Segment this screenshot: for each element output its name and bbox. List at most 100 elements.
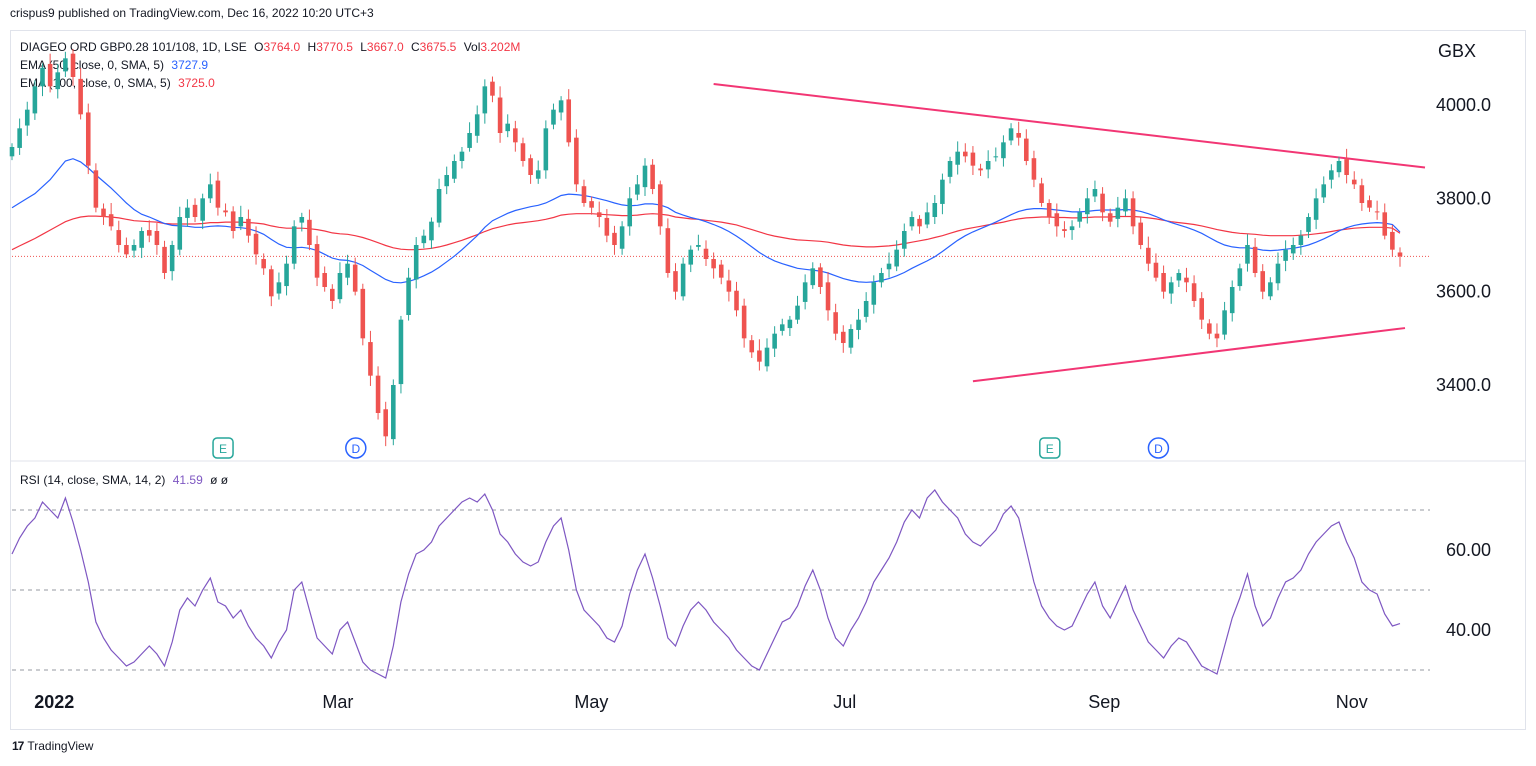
rsi-legend-row[interactable]: RSI (14, close, SMA, 14, 2) 41.59 ø ø [20,473,232,487]
candle-body [1245,245,1250,264]
candle-body [947,161,953,177]
volume-value: 3.202M [480,40,521,54]
earnings-marker-icon[interactable]: E [1039,437,1061,459]
candle-body [421,235,427,244]
candle-body [978,168,983,171]
dividend-marker-icon[interactable]: D [345,437,367,459]
candle-body [78,78,83,115]
symbol-legend-row[interactable]: DIAGEO ORD GBP0.28 101/108, 1D, LSE O376… [20,40,524,54]
earnings-marker-icon[interactable]: E [212,437,234,459]
candle-body [993,156,999,158]
candle-body [429,221,434,241]
candle-body [17,128,22,148]
dividend-marker-icon[interactable]: D [1147,437,1170,459]
candle-body [1062,229,1067,231]
candle-body [474,114,480,136]
candle-body [856,319,861,330]
ema50-legend-row[interactable]: EMA (50, close, 0, SMA, 5) 3727.9 [20,58,212,72]
candle-body [375,375,381,413]
candle-body [718,264,724,278]
candle-body [32,86,38,114]
open-label: O [254,40,264,54]
candle-body [1229,287,1235,314]
candle-body [291,226,297,264]
candle-body [1138,222,1143,245]
candle-body [1069,226,1075,231]
candle-body [963,151,968,157]
candle-body [1168,282,1174,294]
candle-body [1199,298,1205,320]
candle-body [63,58,68,72]
candle-body [55,72,61,90]
candle-body [1031,158,1037,180]
candle-body [1321,184,1327,198]
dividend-badge [345,437,367,459]
candle-body [833,312,838,334]
candle-body [635,184,640,195]
candle-body [909,217,915,227]
candle-body [886,263,892,270]
event-marker-letter: E [219,442,227,456]
candle-body [444,175,449,187]
candle-body [1207,323,1212,334]
footer[interactable]: 17 TradingView [12,739,93,753]
candle-body [1359,185,1365,203]
candle-body [131,245,137,251]
symbol-name: DIAGEO ORD GBP0.28 101/108, 1D, LSE [20,40,247,54]
candle-body [520,143,526,161]
candle-body [1382,212,1388,236]
candle-body [261,259,266,269]
candle-body [558,100,564,113]
candle-body [253,233,259,255]
candle-body [932,203,938,217]
candle-body [391,385,396,440]
candle-body [85,112,91,166]
x-tick-label: 2022 [34,692,74,712]
candle-body [1336,161,1342,173]
price-unit-label: GBX [1438,41,1476,61]
volume-label: Vol [463,40,481,54]
candle-body [230,211,236,231]
candle-body [924,212,930,225]
candle-body [528,158,533,175]
candle-body [1351,179,1357,185]
price-tick-label: 3800.0 [1436,188,1491,208]
candle-body [192,204,198,217]
candle-body [642,165,648,188]
price-tick-label: 3400.0 [1436,375,1491,395]
candle-body [200,198,205,221]
candle-body [154,231,160,245]
candle-body [490,81,495,96]
rsi-line [11,489,1401,679]
candle-body [124,245,129,255]
close-value: 3675.5 [419,40,457,54]
candle-body [1054,213,1060,227]
candle-body [238,217,244,227]
candle-body [368,342,373,376]
candle-body [93,170,99,208]
candle-body [1008,128,1014,141]
candle-body [1100,193,1105,213]
candle-body [116,230,122,245]
candle-body [627,198,633,227]
candle-body [459,151,465,161]
candle-body [757,350,762,362]
candle-body [1222,310,1227,335]
candle-body [1329,170,1334,180]
candle-body [543,128,549,171]
candle-body [505,123,511,132]
candle-body [612,232,617,245]
candle-body [535,170,541,179]
ema-layer [11,158,1401,284]
candle-body [47,63,53,87]
candle-body [352,264,358,292]
candle-body [1298,235,1304,245]
candle-body [314,244,320,278]
candle-body [970,152,976,166]
candle-body [1374,211,1380,213]
high-label: H [307,40,317,54]
candle-body [1153,262,1159,278]
candle-body [665,228,671,273]
